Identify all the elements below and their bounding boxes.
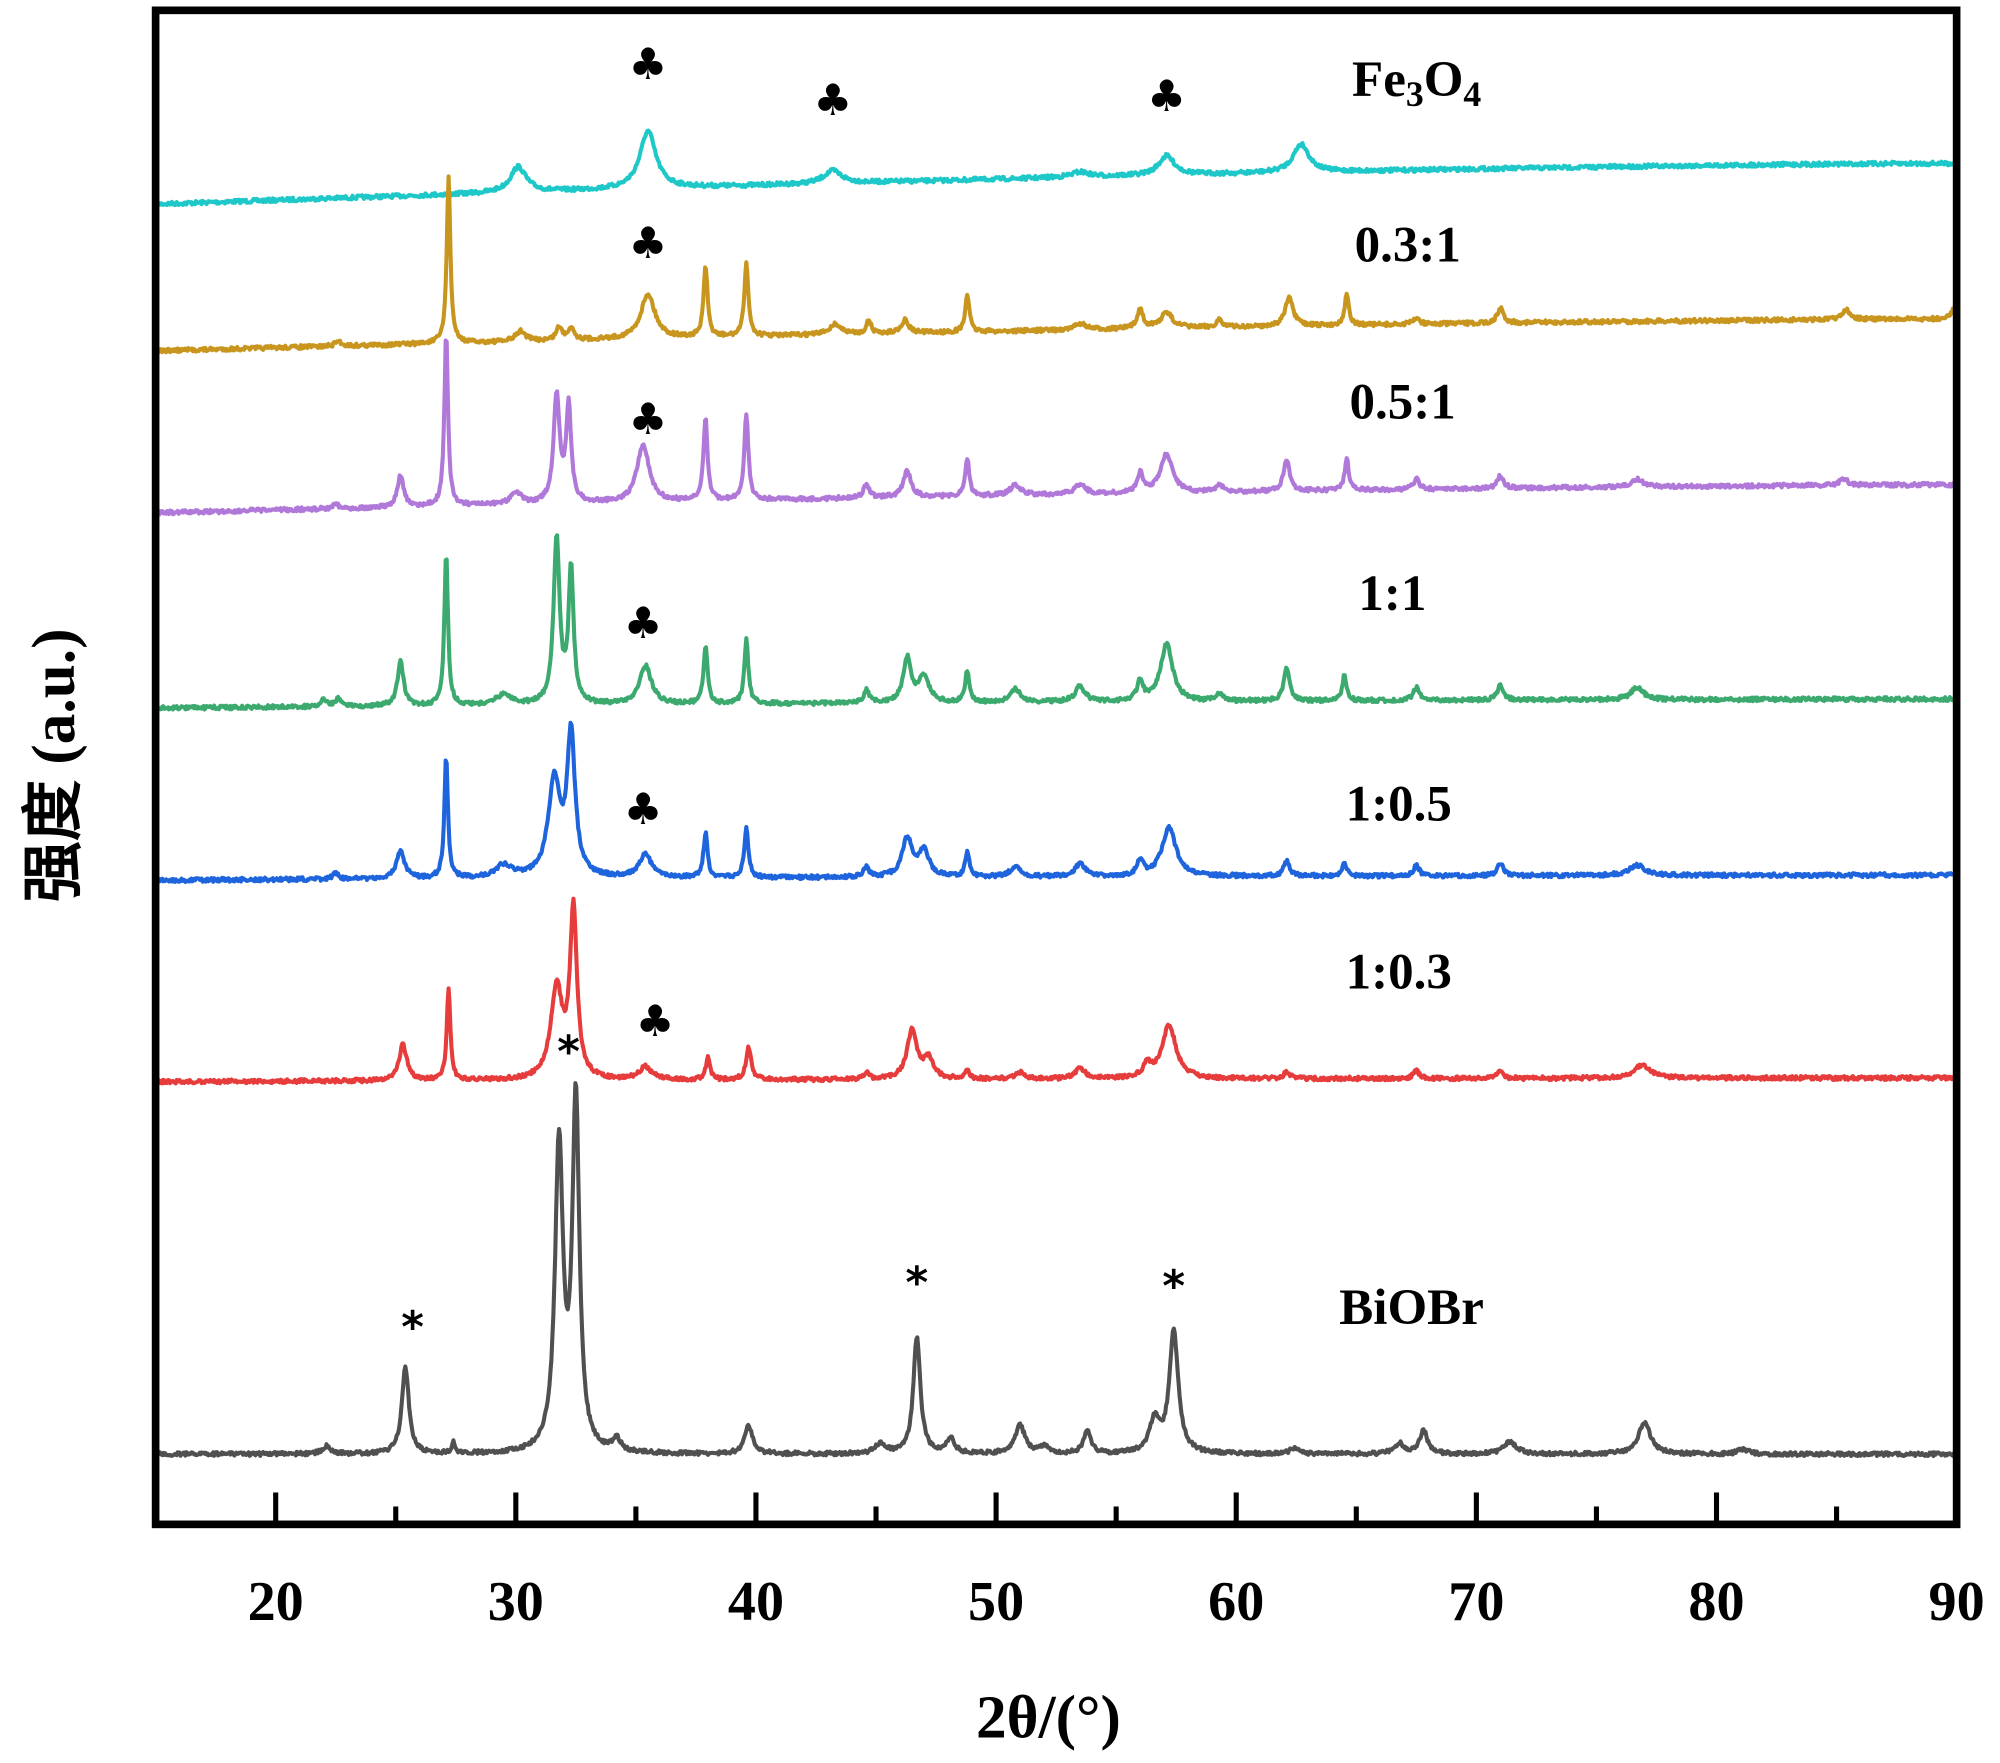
x-tick-label: 40 bbox=[728, 1571, 784, 1633]
series-label: BiOBr bbox=[1339, 1280, 1484, 1336]
x-tick-label: 80 bbox=[1688, 1571, 1744, 1633]
club-marker: ♣ bbox=[1147, 72, 1186, 122]
peak-markers: ♣ ♣ ♣ ♣ ♣ ♣ ♣ ♣ * * * * bbox=[401, 40, 1186, 1353]
series-label-part: Fe bbox=[1352, 52, 1406, 108]
x-tick-label: 20 bbox=[248, 1571, 304, 1633]
series-labels: Fe3O4 0.3:1 0.5:1 1:1 1:0.5 1:0.3 BiOBr bbox=[1339, 52, 1484, 1336]
club-marker: ♣ bbox=[636, 997, 675, 1047]
asterisk-marker: * bbox=[557, 1027, 580, 1077]
series-label-part: 3 bbox=[1406, 74, 1424, 114]
club-marker: ♣ bbox=[628, 219, 667, 269]
asterisk-marker: * bbox=[905, 1258, 928, 1308]
x-tick-label: 90 bbox=[1929, 1571, 1985, 1633]
series-label-part: O bbox=[1424, 52, 1464, 108]
trace-0.5:1 bbox=[154, 338, 1957, 517]
series-label: Fe3O4 bbox=[1352, 52, 1481, 114]
club-marker: ♣ bbox=[813, 76, 852, 126]
trace-1:0.5 bbox=[153, 720, 1958, 884]
club-marker: ♣ bbox=[624, 599, 663, 649]
series-label: 0.5:1 bbox=[1349, 374, 1455, 430]
trace-0.3:1 bbox=[153, 174, 1957, 355]
asterisk-marker: * bbox=[401, 1303, 424, 1353]
club-marker: ♣ bbox=[628, 40, 667, 90]
x-tick-label: 60 bbox=[1208, 1571, 1264, 1633]
asterisk-marker: * bbox=[1162, 1262, 1185, 1312]
club-marker: ♣ bbox=[624, 785, 663, 835]
series-label-part: 4 bbox=[1463, 74, 1481, 114]
trace-Fe3O4 bbox=[153, 128, 1958, 208]
club-marker: ♣ bbox=[628, 395, 667, 445]
x-tick-label: 70 bbox=[1448, 1571, 1504, 1633]
series-label: 0.3:1 bbox=[1355, 218, 1461, 274]
x-axis-ticks bbox=[273, 1492, 1840, 1525]
trace-1:1 bbox=[153, 533, 1958, 712]
plot-frame bbox=[151, 6, 1961, 1529]
x-axis-label: 2θ/(°) bbox=[976, 1683, 1121, 1751]
x-tick-label: 30 bbox=[488, 1571, 544, 1633]
trace-1:0.3 bbox=[153, 896, 1958, 1086]
y-axis-label: 强度 (a.u.) bbox=[20, 629, 88, 903]
x-axis-tick-labels: 20 30 40 50 60 70 80 90 bbox=[248, 1571, 1985, 1633]
trace-BiOBr bbox=[153, 1081, 1957, 1459]
series-label: 1:0.3 bbox=[1346, 945, 1452, 1001]
x-tick-label: 50 bbox=[968, 1571, 1024, 1633]
traces bbox=[153, 128, 1958, 1459]
series-label: 1:0.5 bbox=[1346, 776, 1452, 832]
series-label: 1:1 bbox=[1358, 566, 1426, 622]
